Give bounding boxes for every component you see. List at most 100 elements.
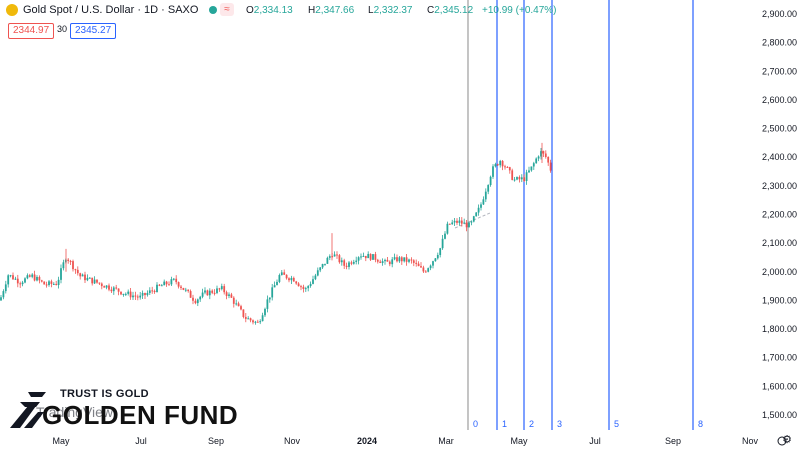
candle-body [223,286,226,293]
candle-body [249,318,252,321]
candle-body [458,220,461,223]
candle-body [76,269,79,274]
candle-body [158,284,161,286]
candle-body [211,290,214,293]
candle-body [237,303,240,307]
candle-body [326,257,329,264]
candle-body [309,283,312,287]
candle-body [194,300,197,304]
timezone-icon[interactable] [777,436,787,446]
candle-body [21,282,24,285]
candle-body [16,278,19,284]
candle-body [352,261,355,264]
candle-body [196,299,199,304]
wave-icon[interactable]: ≈ [220,3,234,16]
ohlc-high: H2,347.66 [308,5,355,16]
candle-body [417,263,420,267]
gear-icon[interactable]: ⚙ [782,434,792,446]
price-axis-label: 2,100.00 [762,238,797,248]
candle-body [300,286,302,288]
candle-body [43,281,46,285]
candle-body [434,258,437,262]
candle-body [393,257,396,260]
fib-zone-label: 3 [557,419,562,429]
candle-body [492,166,494,177]
candle-body [451,222,454,225]
candle-body [168,284,170,286]
candle-body [120,291,122,295]
candle-body [508,167,511,171]
candle-body [264,308,266,316]
market-open-status-icon[interactable] [209,6,217,14]
candle-body [117,288,120,292]
candle-body [360,256,362,258]
price-axis-label: 1,900.00 [762,295,797,305]
candle-body [372,254,374,260]
sell-price-button[interactable]: 2344.97 [8,23,55,39]
candle-body [38,276,41,281]
candle-body [48,281,50,286]
buy-price-button[interactable]: 2345.27 [70,23,117,39]
candle-body [386,259,389,262]
candle-body [482,199,485,205]
candle-body [28,275,31,277]
candle-body [40,280,43,282]
candle-body [295,281,298,284]
candle-body [532,163,535,167]
candle-body [160,285,163,287]
watermark-brand: GOLDEN FUND [42,400,239,430]
candle-body [0,297,2,301]
candle-body [271,287,274,298]
candle-body [74,269,77,271]
candle-body [429,265,432,269]
fib-zone-label: 1 [502,419,507,429]
candle-body [240,306,242,310]
candle-body [364,255,367,259]
candle-body [91,277,94,284]
candle-body [278,275,281,282]
candle-body [307,286,310,289]
gold-logo-icon [6,4,18,16]
candle-body [523,177,526,181]
candle-body [494,164,497,167]
projection-line [454,212,491,229]
candle-body [412,260,415,263]
symbol-title[interactable]: Gold Spot / U.S. Dollar · 1D · SAXO [23,4,199,16]
candle-body [484,191,487,200]
candle-body [328,256,331,258]
candle-body [444,233,446,239]
candle-body [477,207,480,213]
candle-body [112,287,115,292]
time-axis-label: May [510,436,528,446]
time-axis-label: May [52,436,70,446]
candle-body [52,283,55,285]
candle-body [285,274,288,279]
candle-body [189,291,192,298]
candle-body [72,261,74,270]
candle-body [235,303,238,305]
candle-body [439,248,442,255]
candle-body [134,295,137,297]
candle-body [55,283,58,285]
candle-body [415,262,418,264]
price-axis-label: 2,800.00 [762,38,797,48]
candle-body [110,289,113,292]
price-axis-label: 1,600.00 [762,381,797,391]
candle-body [151,290,154,292]
candle-body [376,259,379,262]
time-axis-label: Jul [135,436,147,446]
candle-body [103,286,106,288]
watermark-tagline: TRUST IS GOLD [60,388,149,400]
price-axis[interactable]: 2,900.00 2,800.00 2,700.00 2,600.00 2,500.00… [762,9,797,420]
candle-body [136,296,139,298]
candle-body [115,287,118,289]
time-axis[interactable]: May Jul Sep Nov 2024 Mar May Jul Sep Nov [52,436,787,446]
candle-body [31,274,34,277]
candle-body [26,275,29,279]
candle-body [153,290,156,293]
quantity-field[interactable]: 30 [57,24,68,34]
candle-body [400,257,403,262]
candle-body [127,291,130,294]
candle-body [463,222,466,224]
